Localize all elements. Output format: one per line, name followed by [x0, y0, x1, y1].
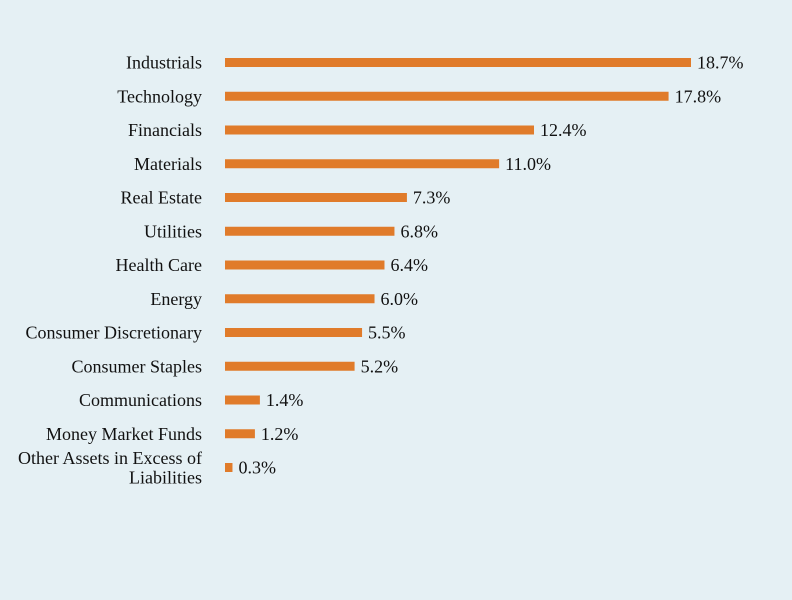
value-label-10: 1.4% — [266, 390, 304, 410]
value-label-4: 7.3% — [413, 188, 451, 208]
bar-1 — [225, 91, 669, 101]
category-label-8: Consumer Discretionary — [26, 323, 202, 343]
value-label-3: 11.0% — [505, 154, 551, 174]
value-label-12: 0.3% — [238, 458, 276, 478]
value-label-2: 12.4% — [540, 120, 587, 140]
bar-4 — [225, 193, 407, 202]
category-label-10: Communications — [79, 390, 202, 410]
bar-7 — [225, 294, 375, 304]
bar-0 — [225, 58, 691, 67]
category-label-3: Materials — [134, 154, 202, 174]
value-label-11: 1.2% — [261, 424, 299, 444]
value-labels-layer: 18.7% 17.8% 12.4% 11.0% 7.3% 6.8% 6.4% 6.0% 5.5%… — [238, 53, 743, 478]
category-label-4: Real Estate — [121, 188, 202, 208]
value-label-7: 6.0% — [381, 289, 419, 309]
category-label-12-line-1: Liabilities — [129, 467, 202, 487]
bar-3 — [225, 159, 500, 169]
value-label-8: 5.5% — [368, 323, 406, 343]
bar-11 — [225, 429, 255, 439]
category-label-7: Energy — [150, 289, 202, 309]
category-label-5: Utilities — [144, 221, 202, 241]
bar-6 — [225, 260, 385, 270]
bar-8 — [225, 328, 363, 337]
value-label-5: 6.8% — [400, 221, 438, 241]
category-label-0: Industrials — [126, 53, 202, 73]
value-label-6: 6.4% — [390, 255, 428, 275]
category-label-1: Technology — [117, 86, 202, 106]
value-label-1: 17.8% — [675, 86, 722, 106]
category-labels-layer: Industrials Technology Financials Materials… — [18, 53, 202, 488]
bar-2 — [225, 125, 535, 135]
value-label-0: 18.7% — [697, 53, 744, 73]
category-label-9: Consumer Staples — [72, 356, 203, 376]
category-label-6: Health Care — [116, 255, 202, 275]
category-label-11: Money Market Funds — [46, 424, 202, 444]
bar-5 — [225, 226, 395, 236]
bar-12 — [225, 463, 233, 472]
category-label-12-line-0: Other Assets in Excess of — [18, 448, 202, 468]
value-label-9: 5.2% — [361, 356, 399, 376]
bars-layer — [225, 58, 691, 472]
bar-10 — [225, 395, 260, 405]
category-label-2: Financials — [128, 120, 202, 140]
bar-9 — [225, 361, 355, 371]
